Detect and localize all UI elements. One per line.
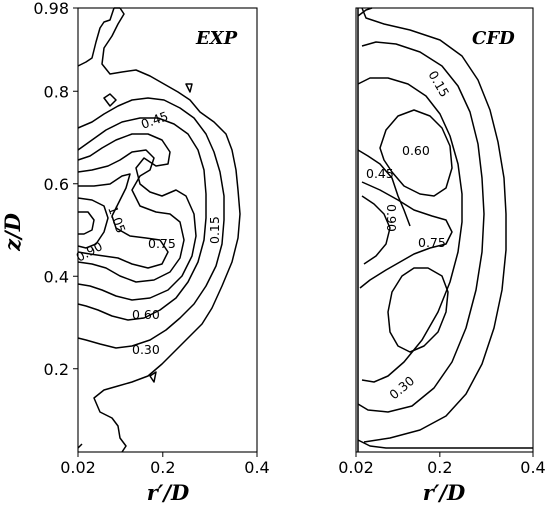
exp-y-tick-label: 0.6 [44,175,69,194]
cfd-contour-0.45 [357,77,463,383]
cfd-label-0.75: 0.75 [418,235,446,250]
exp-noise-blob [103,83,193,383]
cfd-x-ticks: 0.02 0.2 0.4 [338,452,546,477]
cfd-label-0.45: 0.45 [366,166,394,181]
exp-label-0.15: 0.15 [207,216,222,244]
cfd-x-tick-label: 0.2 [427,458,452,477]
exp-x-axis-label: r′/D [147,480,190,505]
cfd-label-0.30: 0.30 [386,373,417,402]
exp-contour-0.15 [77,97,225,349]
exp-contour-0.75 [77,173,169,269]
cfd-contour-0.60-lower [387,267,449,353]
cfd-contour-0.75 [359,181,453,289]
cfd-contour-outermost [357,7,533,452]
exp-label-0.45: 0.45 [139,108,170,132]
cfd-x-tick-label: 0.4 [520,458,545,477]
cfd-label-0.60: 0.60 [402,143,430,158]
exp-y-tick-label: 0.8 [44,82,69,101]
exp-x-tick-label: 0.02 [60,458,96,477]
exp-contour-0.90 [77,197,109,249]
exp-contour-0.60 [77,149,185,283]
cfd-panel-tag: CFD [472,28,515,49]
cfd-contour-0.15 [361,7,507,443]
exp-y-tick-label: 0.98 [33,0,69,18]
exp-y-tick-label: 0.2 [44,360,69,379]
exp-x-tick-label: 0.4 [244,458,269,477]
exp-y-ticks: 0.2 0.4 0.6 0.8 0.98 [33,0,78,379]
exp-contour-0.30 [77,117,207,321]
cfd-contours [357,7,533,452]
cfd-contour-0.60-upper [379,109,453,197]
exp-contour-1.05 [78,211,95,235]
cfd-plot-frame [355,7,534,453]
exp-y-tick-label: 0.4 [44,267,69,286]
cfd-contour-0.30 [357,41,485,413]
cfd-x-axis-label: r′/D [423,480,466,505]
exp-panel-tag: EXP [195,28,238,49]
exp-x-tick-label: 0.2 [150,458,175,477]
cfd-contour-0.90 [361,195,391,265]
exp-contour-0.45 [77,133,197,301]
exp-label-1.05: 1.05 [105,204,129,235]
exp-contour-outer [77,7,241,453]
exp-label-0.60: 0.60 [132,307,160,322]
exp-x-ticks: 0.02 0.2 0.4 [60,452,270,477]
exp-label-0.75: 0.75 [148,236,176,251]
cfd-x-tick-label: 0.02 [338,458,374,477]
cfd-label-0.90: 0.90 [384,204,399,232]
exp-plot-frame [77,7,258,453]
y-axis-label: z/D [0,212,25,252]
exp-label-0.30: 0.30 [132,342,160,357]
exp-contours [77,7,241,453]
